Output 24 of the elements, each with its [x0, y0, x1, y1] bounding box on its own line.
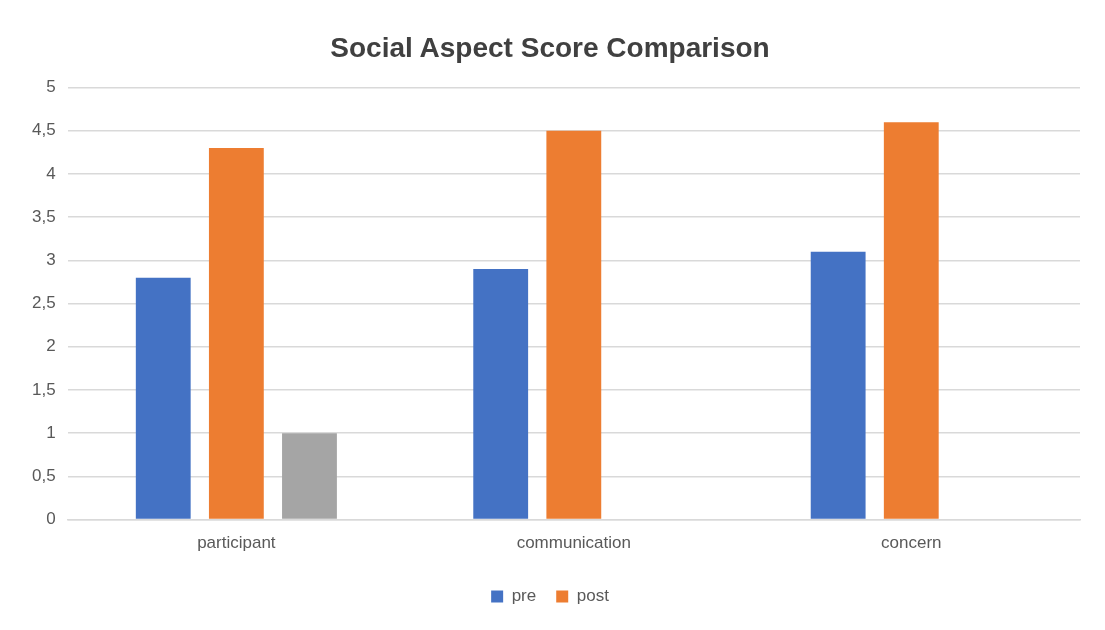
- y-tick-label: 1: [46, 422, 56, 442]
- bar: [135, 277, 191, 519]
- y-tick-label: 0,5: [31, 466, 56, 486]
- y-tick-label: 5: [46, 77, 56, 97]
- bar: [810, 251, 866, 519]
- y-tick-label: 2,5: [31, 293, 56, 313]
- bar: [546, 130, 602, 519]
- bar: [473, 269, 529, 519]
- x-tick-label: participant: [197, 533, 276, 553]
- legend-label: pre: [511, 586, 537, 606]
- y-tick-label: 3: [46, 250, 56, 270]
- chart-title: Social Aspect Score Comparison: [330, 31, 770, 63]
- x-tick-label: concern: [881, 533, 942, 553]
- bar: [883, 122, 939, 519]
- x-tick-label: communication: [516, 533, 631, 553]
- y-tick-label: 4: [46, 163, 56, 183]
- bar: [282, 433, 337, 519]
- y-tick-label: 4,5: [31, 120, 56, 140]
- legend-label: post: [576, 586, 610, 606]
- bar: [208, 148, 264, 519]
- y-tick-label: 3,5: [31, 206, 56, 226]
- y-tick-label: 0: [46, 509, 56, 529]
- y-tick-label: 2: [46, 336, 56, 356]
- y-tick-label: 1,5: [31, 379, 56, 399]
